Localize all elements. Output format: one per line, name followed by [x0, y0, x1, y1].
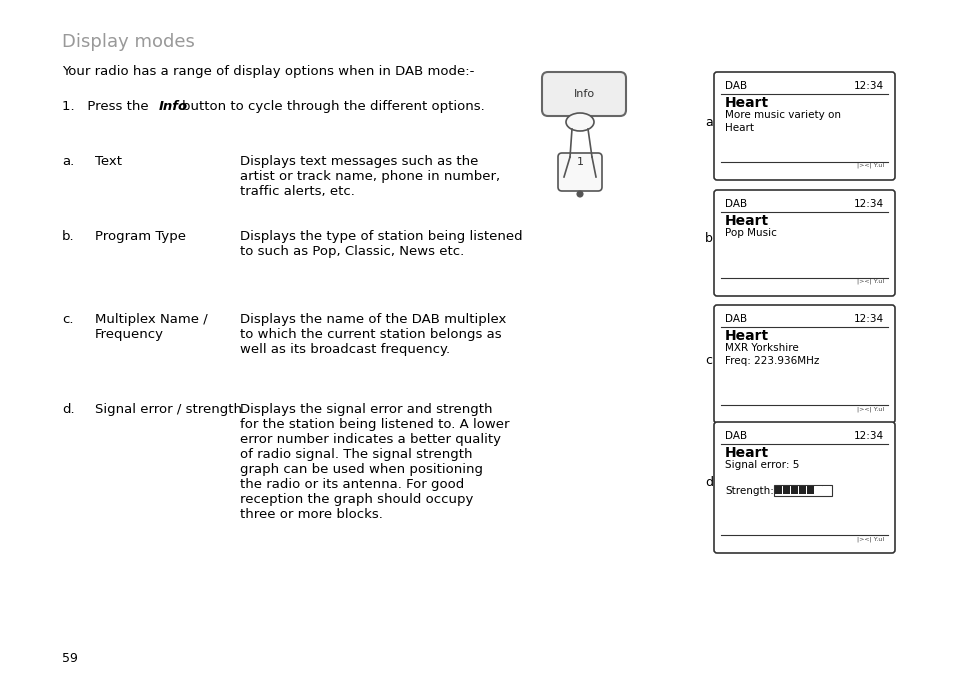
Bar [773, 485, 831, 496]
FancyBboxPatch shape [713, 72, 894, 180]
Bar [822, 486, 830, 494]
Text: button to cycle through the different options.: button to cycle through the different op… [182, 100, 484, 113]
Text: Heart: Heart [724, 214, 768, 228]
Text: Strength:: Strength: [724, 486, 773, 496]
Text: |><| Y.ul: |><| Y.ul [856, 406, 883, 411]
FancyBboxPatch shape [713, 422, 894, 553]
Text: Freq: 223.936MHz: Freq: 223.936MHz [724, 356, 819, 366]
Text: DAB: DAB [724, 314, 746, 324]
Text: Displays the name of the DAB multiplex
to which the current station belongs as
w: Displays the name of the DAB multiplex t… [240, 313, 506, 356]
Bar [815, 486, 821, 494]
Text: DAB: DAB [724, 81, 746, 91]
Text: a.: a. [62, 155, 74, 168]
Text: Info: Info [159, 100, 188, 113]
Bar [806, 486, 814, 494]
Text: DAB: DAB [724, 199, 746, 209]
Text: c.: c. [62, 313, 73, 326]
Text: Heart: Heart [724, 96, 768, 110]
Bar [775, 486, 781, 494]
Text: Pop Music: Pop Music [724, 228, 776, 238]
Text: |><| Y.ul: |><| Y.ul [856, 279, 883, 285]
Text: 12:34: 12:34 [853, 81, 883, 91]
Text: Info: Info [573, 89, 594, 99]
Text: MXR Yorkshire: MXR Yorkshire [724, 343, 798, 353]
Text: |><| Y.ul: |><| Y.ul [856, 163, 883, 168]
Bar [799, 486, 805, 494]
Text: Display modes: Display modes [62, 33, 194, 51]
Text: d: d [704, 476, 712, 489]
FancyBboxPatch shape [713, 190, 894, 296]
FancyBboxPatch shape [541, 72, 625, 116]
Text: Program Type: Program Type [95, 230, 186, 243]
Text: 12:34: 12:34 [853, 199, 883, 209]
Text: Displays the type of station being listened
to such as Pop, Classic, News etc.: Displays the type of station being liste… [240, 230, 522, 258]
Text: Your radio has a range of display options when in DAB mode:-: Your radio has a range of display option… [62, 65, 474, 78]
Ellipse shape [577, 191, 582, 197]
Bar [782, 486, 790, 494]
Text: More music variety on: More music variety on [724, 110, 841, 120]
Text: 12:34: 12:34 [853, 431, 883, 441]
Text: b: b [704, 232, 712, 246]
Text: d.: d. [62, 403, 74, 416]
Text: Text: Text [95, 155, 122, 168]
Text: 1.   Press the: 1. Press the [62, 100, 152, 113]
Text: Heart: Heart [724, 446, 768, 460]
Text: Heart: Heart [724, 123, 753, 133]
FancyBboxPatch shape [713, 305, 894, 423]
Ellipse shape [565, 113, 594, 131]
Text: DAB: DAB [724, 431, 746, 441]
Text: c: c [704, 353, 711, 367]
Bar [791, 486, 798, 494]
Text: 59: 59 [62, 652, 78, 665]
Text: Displays text messages such as the
artist or track name, phone in number,
traffi: Displays text messages such as the artis… [240, 155, 499, 198]
Text: Displays the signal error and strength
for the station being listened to. A lowe: Displays the signal error and strength f… [240, 403, 509, 521]
Text: Multiplex Name /
Frequency: Multiplex Name / Frequency [95, 313, 208, 341]
Text: Signal error: 5: Signal error: 5 [724, 460, 799, 470]
Text: a: a [704, 116, 712, 129]
Text: 1: 1 [576, 157, 583, 167]
Text: b.: b. [62, 230, 74, 243]
Text: Heart: Heart [724, 329, 768, 343]
Text: Signal error / strength: Signal error / strength [95, 403, 242, 416]
Text: 12:34: 12:34 [853, 314, 883, 324]
Text: |><| Y.ul: |><| Y.ul [856, 536, 883, 542]
FancyBboxPatch shape [558, 153, 601, 191]
